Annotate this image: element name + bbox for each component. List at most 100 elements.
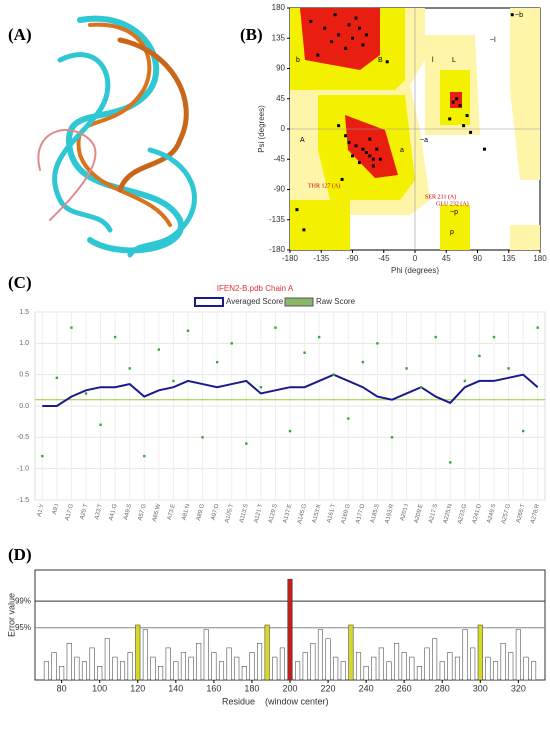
bar: [203, 629, 209, 681]
x-tick-label: A81:N: [181, 503, 191, 521]
raw-point: [507, 367, 510, 370]
point: [354, 144, 358, 148]
x-tick-label: -45: [378, 254, 390, 263]
raw-point: [303, 351, 306, 354]
bar: [279, 647, 285, 681]
point: [309, 19, 313, 23]
point: [351, 154, 354, 158]
x-tick-label: 320: [511, 683, 526, 693]
y-tick-label: 95%: [15, 623, 31, 632]
raw-point: [390, 436, 394, 439]
y-tick-label: 90: [276, 64, 285, 73]
protein-structure: [37, 15, 197, 258]
y-tick-label: 135: [272, 33, 286, 42]
x-tick-label: A57:G: [138, 503, 148, 521]
x-tick-label: 135: [502, 254, 516, 263]
raw-point: [492, 335, 496, 339]
x-tick-label: A105:T: [224, 503, 235, 524]
bar: [454, 656, 460, 681]
y-tick-label: 0.5: [19, 372, 29, 379]
x-tick-label: 240: [359, 683, 374, 693]
y-tick-label: 0.0: [19, 403, 29, 410]
bar: [508, 652, 514, 681]
point: [465, 114, 469, 118]
bar: [386, 661, 392, 681]
bar: [135, 624, 141, 681]
region-label: a: [400, 147, 404, 154]
x-tick-label: A233:G: [457, 503, 468, 525]
bar: [485, 656, 491, 681]
bar: [158, 666, 164, 681]
point: [357, 26, 361, 30]
raw-point: [274, 326, 277, 329]
panel-label: (A): [8, 25, 32, 44]
region-label: p: [450, 229, 454, 236]
x-tick-label: A161:T: [326, 503, 337, 524]
x-tick-label: 180: [533, 254, 547, 263]
x-tick-label: A121:T: [254, 503, 265, 524]
x-tick-label: 280: [435, 683, 450, 693]
raw-point: [230, 342, 233, 345]
point: [347, 140, 351, 144]
bar: [59, 666, 65, 681]
x-tick-label: 260: [397, 683, 412, 693]
bar: [416, 666, 422, 681]
bar: [211, 652, 217, 681]
bar: [180, 652, 186, 681]
y-tick-label: -90: [273, 185, 285, 194]
raw-point: [405, 367, 408, 370]
legend-label: Averaged Score: [226, 297, 284, 306]
bar: [173, 661, 179, 681]
bar: [104, 638, 110, 681]
x-tick-label: 220: [321, 683, 336, 693]
bar: [492, 661, 499, 681]
point: [482, 147, 486, 151]
x-tick-label: 45: [442, 254, 451, 263]
bar: [447, 652, 453, 681]
annotation: SER 231 (A): [425, 193, 456, 200]
raw-point: [449, 461, 452, 464]
x-tick-label: -180: [282, 254, 299, 263]
region-label: l: [432, 57, 434, 64]
bar: [355, 652, 362, 681]
point: [368, 154, 372, 158]
region-labels: b B Aa Ll p ~b ~a ~l ~p: [296, 12, 523, 236]
averaged-line: [42, 373, 539, 407]
x-tick-label: A89:G: [196, 503, 206, 521]
bar: [43, 661, 49, 681]
x-tick-label: 100: [92, 683, 107, 693]
bar: [272, 656, 278, 681]
x-axis-label: Residue: [222, 696, 255, 706]
panel-label: (D): [8, 545, 32, 564]
x-tick-label: A177:D: [355, 503, 366, 525]
point: [357, 161, 361, 165]
point: [344, 134, 348, 138]
y-tick-label: -1.5: [17, 497, 29, 504]
x-tick-label: 160: [206, 683, 221, 693]
chart-title: IFEN2-B.pdb Chain A: [217, 284, 294, 293]
x-tick-label: 90: [473, 254, 482, 263]
bar: [340, 661, 346, 681]
x-tick-label: A137:E: [283, 503, 294, 524]
point: [361, 43, 365, 47]
point: [510, 13, 514, 17]
raw-point: [201, 436, 204, 439]
bar: [378, 647, 384, 681]
y-tick-label: 1.0: [19, 340, 29, 347]
y-tick-label: -0.5: [17, 434, 29, 441]
bar: [66, 643, 72, 681]
point: [448, 117, 452, 121]
raw-point: [41, 454, 44, 458]
region-label: L: [452, 57, 456, 64]
point: [364, 33, 368, 37]
point: [323, 26, 327, 30]
raw-point: [215, 360, 219, 364]
raw-point: [376, 342, 379, 345]
region-label: ~p: [450, 209, 458, 216]
x-tick-label: 80: [57, 683, 67, 693]
raw-point: [361, 360, 365, 364]
raw-point: [434, 335, 437, 339]
bar: [432, 638, 438, 681]
point: [371, 164, 375, 168]
bar: [333, 656, 339, 681]
